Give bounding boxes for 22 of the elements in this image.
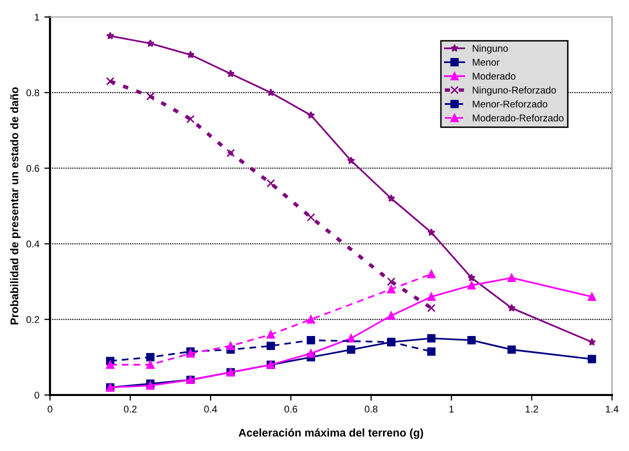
y-tick-label: 0.6 — [26, 164, 40, 172]
x-tick-label: 1.4 — [606, 406, 618, 412]
x-tick-label: 0.8 — [364, 406, 378, 413]
x-tick-label: 0.2 — [124, 406, 137, 413]
y-tick-label: 0 — [34, 392, 40, 399]
legend-label: Menor — [472, 58, 500, 66]
y-axis-title: Probabilidad de presentar un estado de daño — [10, 87, 21, 324]
y-tick-label: 1 — [34, 14, 40, 21]
x-tick-label: 0 — [48, 406, 52, 413]
x-tick-label: 1 — [449, 406, 454, 412]
y-tick-label: 0.8 — [26, 89, 40, 96]
legend-label: Menor-Reforzado — [472, 100, 548, 108]
y-tick-label: 0.2 — [26, 316, 40, 324]
x-tick-label: 0.6 — [284, 406, 298, 413]
legend-label: Ninguno-Reforzado — [472, 86, 556, 96]
x-tick-label: 0.4 — [204, 406, 218, 413]
legend-label: Moderado-Reforzado — [472, 114, 564, 122]
y-tick-label: 0.4 — [26, 240, 40, 248]
x-tick-label: 1.2 — [526, 406, 538, 412]
legend-label: Ninguno — [472, 44, 508, 54]
x-axis-title: Aceleración máxima del terreno (g) — [238, 428, 424, 439]
legend-label: Moderado — [472, 72, 516, 80]
